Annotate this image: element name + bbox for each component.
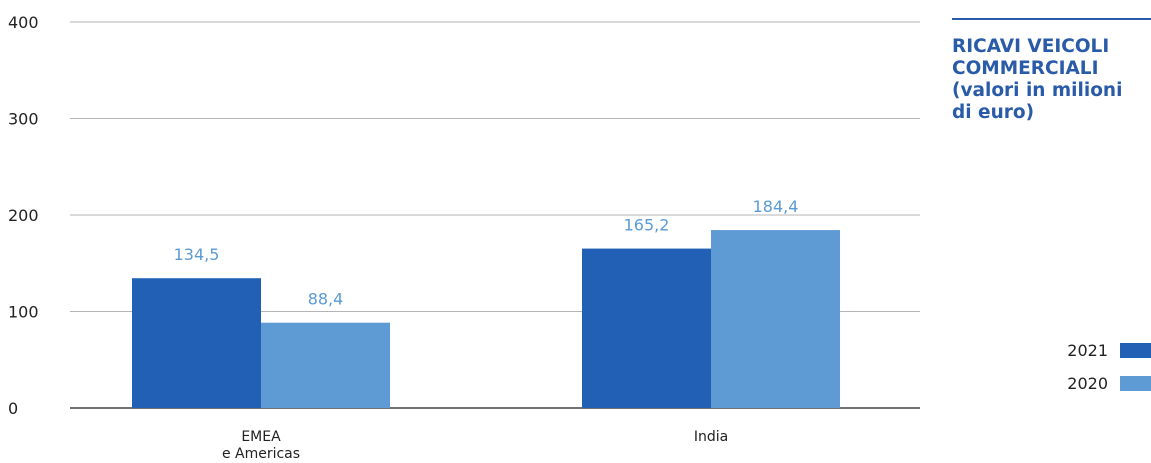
- chart-title-line-3: (valori in milioni: [952, 80, 1123, 101]
- y-tick-label-200: 200: [8, 206, 39, 225]
- y-tick-label-400: 400: [8, 13, 39, 32]
- legend-swatch-2020: [1120, 376, 1151, 391]
- y-tick-label-0: 0: [8, 399, 18, 418]
- legend-label-2020: 2020: [1067, 374, 1108, 393]
- chart-title-line-4: di euro): [952, 102, 1035, 123]
- data-label-2021-1: 165,2: [624, 216, 670, 235]
- y-tick-label-300: 300: [8, 110, 39, 129]
- bar-2020-1: [711, 230, 840, 408]
- data-label-2021-0: 134,5: [174, 245, 220, 264]
- data-label-2020-0: 88,4: [308, 290, 344, 309]
- legend-swatch-2021: [1120, 343, 1151, 358]
- chart-title-line-1: RICAVI VEICOLI: [952, 36, 1110, 57]
- category-label-0-0: EMEA: [241, 429, 281, 445]
- data-label-2020-1: 184,4: [753, 197, 799, 216]
- category-label-1-0: India: [694, 429, 728, 445]
- bar-2021-0: [132, 278, 261, 408]
- chart-title-line-2: COMMERCIALI: [952, 58, 1099, 79]
- y-tick-label-100: 100: [8, 303, 39, 322]
- category-label-0-1: e Americas: [222, 446, 300, 462]
- legend-label-2021: 2021: [1067, 341, 1108, 360]
- chart-title: RICAVI VEICOLI COMMERCIALI (valori in mi…: [952, 18, 1151, 124]
- bar-2021-1: [582, 248, 711, 408]
- bar-2020-0: [261, 322, 390, 408]
